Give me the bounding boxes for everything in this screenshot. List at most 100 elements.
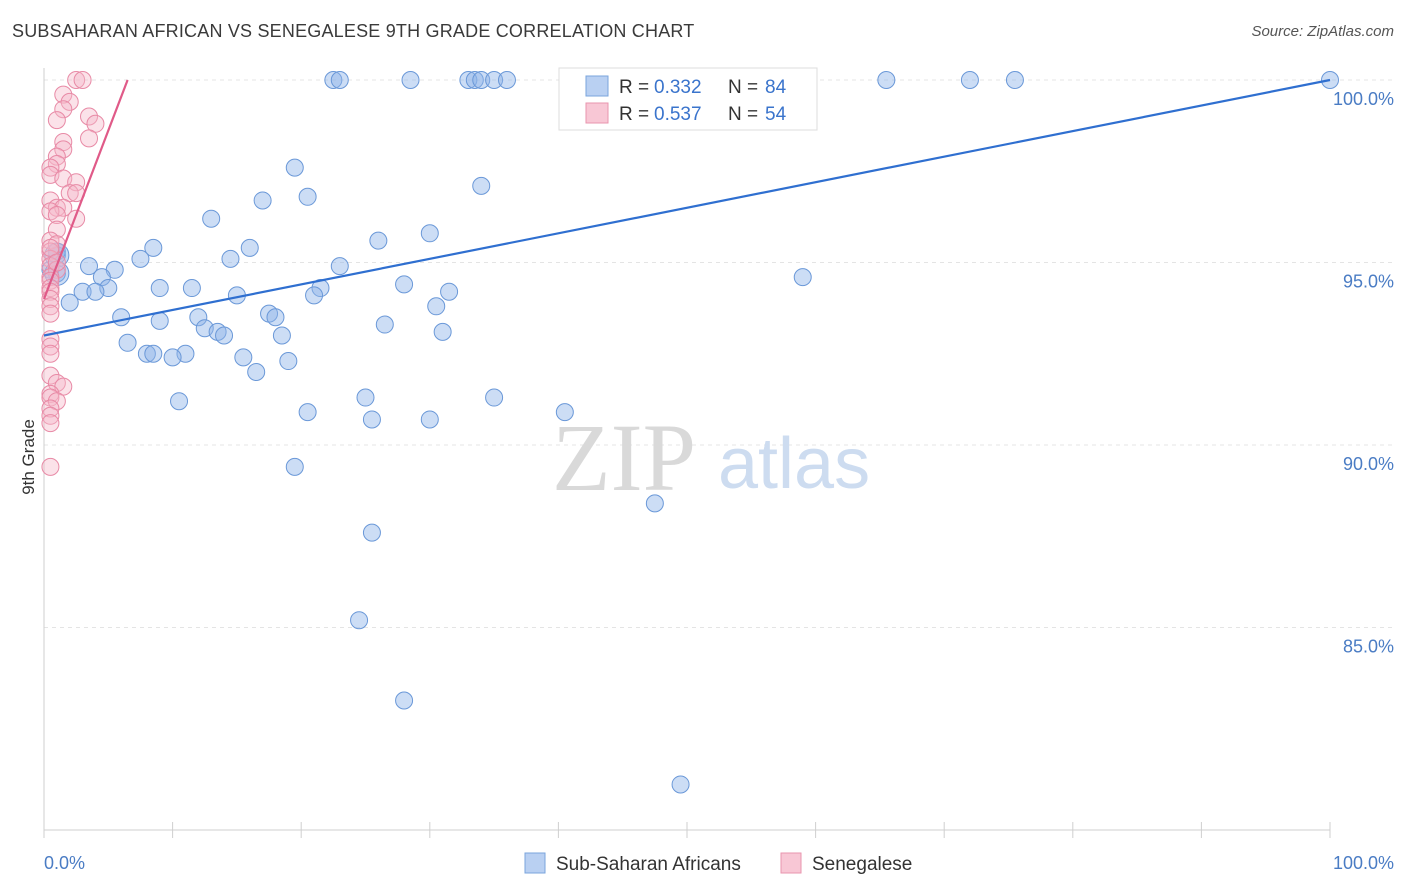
- point-blue-4[interactable]: [465, 71, 484, 89]
- point-blue-73[interactable]: [420, 410, 439, 429]
- point-pink-48[interactable]: [41, 399, 60, 418]
- series-legend-swatch-blue[interactable]: [524, 852, 546, 874]
- point-blue-58[interactable]: [433, 322, 452, 341]
- point-blue-68[interactable]: [356, 388, 375, 407]
- y-tick-label-2: 90.0%: [1343, 454, 1394, 474]
- point-blue-35[interactable]: [793, 268, 812, 287]
- point-blue-66[interactable]: [247, 363, 266, 381]
- point-blue-30[interactable]: [330, 257, 349, 276]
- point-blue-59[interactable]: [118, 333, 137, 352]
- point-pink-6[interactable]: [47, 111, 66, 130]
- series-legend: Sub-Saharan Africans Senegalese: [524, 852, 912, 875]
- point-blue-2[interactable]: [401, 71, 420, 89]
- point-pink-23[interactable]: [47, 206, 66, 225]
- legend-n-value-pink: 54: [765, 104, 787, 125]
- series-legend-label-blue[interactable]: Sub-Saharan Africans: [556, 854, 741, 875]
- point-blue-22[interactable]: [202, 209, 221, 228]
- point-blue-69[interactable]: [485, 388, 504, 407]
- series-legend-swatch-pink[interactable]: [780, 852, 802, 874]
- point-blue-72[interactable]: [362, 410, 381, 429]
- point-blue-75[interactable]: [645, 494, 664, 513]
- point-pink-2[interactable]: [54, 85, 73, 104]
- point-blue-51[interactable]: [112, 308, 131, 327]
- point-pink-3[interactable]: [60, 92, 79, 111]
- point-blue-50[interactable]: [189, 308, 208, 327]
- legend-r-value-blue: 0.332: [654, 77, 702, 98]
- point-blue-0[interactable]: [324, 71, 343, 89]
- point-blue-23[interactable]: [420, 224, 439, 243]
- y-tick-label-0: 100.0%: [1333, 89, 1394, 109]
- point-blue-63[interactable]: [163, 348, 182, 367]
- point-pink-11[interactable]: [47, 147, 66, 166]
- point-blue-37[interactable]: [150, 279, 169, 298]
- point-blue-70[interactable]: [298, 403, 317, 422]
- point-blue-46[interactable]: [60, 293, 79, 312]
- point-blue-7[interactable]: [497, 71, 516, 89]
- point-blue-42[interactable]: [86, 282, 105, 301]
- point-blue-74[interactable]: [285, 457, 304, 476]
- point-blue-26[interactable]: [240, 238, 259, 257]
- trend-lines: [42, 78, 1331, 337]
- legend-swatch-blue: [585, 75, 609, 97]
- point-pink-0[interactable]: [67, 71, 86, 89]
- point-blue-76[interactable]: [362, 523, 381, 542]
- point-blue-20[interactable]: [298, 187, 317, 206]
- point-pink-42[interactable]: [41, 366, 60, 385]
- point-pink-51[interactable]: [41, 457, 60, 476]
- point-pink-8[interactable]: [80, 129, 99, 148]
- point-pink-40[interactable]: [41, 337, 60, 356]
- series-legend-label-pink[interactable]: Senegalese: [812, 854, 912, 875]
- point-blue-79[interactable]: [671, 775, 690, 794]
- point-blue-71[interactable]: [555, 403, 574, 422]
- point-blue-77[interactable]: [350, 611, 369, 630]
- trend-line-blue: [43, 78, 1331, 337]
- point-blue-18[interactable]: [285, 158, 304, 177]
- point-pink-41[interactable]: [41, 344, 60, 363]
- point-blue-31[interactable]: [80, 257, 99, 276]
- point-blue-11[interactable]: [877, 71, 896, 89]
- point-blue-45[interactable]: [305, 286, 324, 305]
- point-blue-19[interactable]: [472, 176, 491, 195]
- point-pink-38[interactable]: [41, 304, 60, 323]
- point-blue-56[interactable]: [215, 326, 234, 345]
- point-blue-6[interactable]: [485, 71, 504, 89]
- point-blue-38[interactable]: [182, 279, 201, 298]
- point-blue-57[interactable]: [272, 326, 291, 345]
- point-blue-64[interactable]: [234, 348, 253, 367]
- point-pink-4[interactable]: [54, 100, 73, 119]
- point-blue-1[interactable]: [330, 71, 349, 89]
- point-blue-52[interactable]: [150, 311, 169, 330]
- point-blue-43[interactable]: [440, 282, 459, 301]
- stats-legend: R = 0.332 N = 84 R = 0.537 N = 54: [558, 67, 818, 131]
- point-blue-67[interactable]: [170, 392, 189, 411]
- point-pink-1[interactable]: [73, 71, 92, 89]
- point-blue-36[interactable]: [395, 275, 414, 294]
- point-pink-16[interactable]: [67, 173, 86, 192]
- point-pink-49[interactable]: [41, 406, 60, 425]
- legend-n-label-blue: N =: [728, 77, 763, 98]
- x-axis-ticks: [43, 822, 1331, 838]
- point-blue-3[interactable]: [459, 71, 478, 89]
- legend-r-label-blue: R =: [619, 77, 654, 98]
- point-blue-12[interactable]: [960, 71, 979, 89]
- point-blue-25[interactable]: [144, 238, 163, 257]
- point-pink-50[interactable]: [41, 414, 60, 433]
- point-blue-49[interactable]: [266, 308, 285, 327]
- point-blue-41[interactable]: [73, 282, 92, 301]
- point-blue-62[interactable]: [144, 344, 163, 363]
- point-pink-13[interactable]: [41, 158, 60, 177]
- point-blue-5[interactable]: [472, 71, 491, 89]
- point-blue-21[interactable]: [253, 191, 272, 210]
- point-blue-24[interactable]: [369, 231, 388, 250]
- point-blue-28[interactable]: [131, 249, 150, 268]
- point-pink-25[interactable]: [47, 220, 66, 239]
- point-blue-60[interactable]: [137, 344, 156, 363]
- point-blue-53[interactable]: [375, 315, 394, 334]
- point-blue-65[interactable]: [279, 352, 298, 371]
- point-blue-29[interactable]: [221, 249, 240, 268]
- point-blue-13[interactable]: [1005, 71, 1024, 89]
- point-pink-37[interactable]: [41, 297, 60, 316]
- point-blue-47[interactable]: [427, 297, 446, 316]
- point-pink-5[interactable]: [80, 107, 99, 126]
- point-blue-78[interactable]: [395, 691, 414, 710]
